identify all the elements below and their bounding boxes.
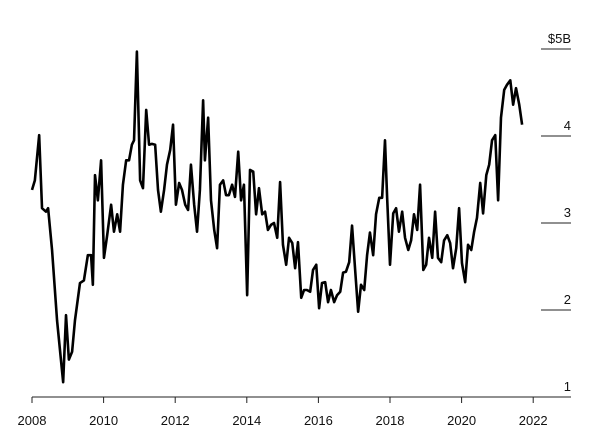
x-tick-label: 2012 <box>161 413 190 428</box>
y-tick-label: 3 <box>564 205 571 220</box>
x-tick-label: 2008 <box>18 413 47 428</box>
x-tick-label: 2022 <box>519 413 548 428</box>
line-series <box>30 50 524 384</box>
y-tick-label: 2 <box>564 292 571 307</box>
x-tick-label: 2018 <box>376 413 405 428</box>
x-tick-label: 2014 <box>232 413 261 428</box>
y-tick-label: 1 <box>564 379 571 394</box>
x-tick-label: 2010 <box>89 413 118 428</box>
y-tick-label: $5B <box>548 31 571 46</box>
y-tick-label: 4 <box>564 118 571 133</box>
x-tick-label: 2020 <box>447 413 476 428</box>
x-tick-label: 2016 <box>304 413 333 428</box>
